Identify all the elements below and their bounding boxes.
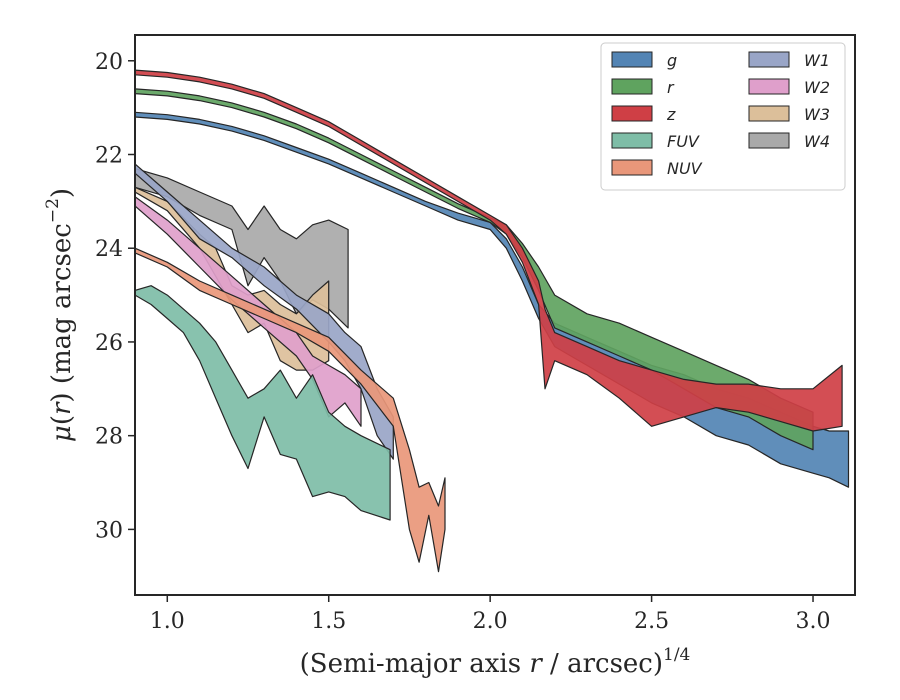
x-tick-label: 3.0 (796, 609, 831, 634)
legend-swatch-r (611, 78, 653, 95)
y-tick-label: 20 (95, 50, 123, 75)
legend-label-g: g (667, 51, 677, 70)
band-fuv (135, 285, 391, 521)
x-tick-label: 2.0 (473, 609, 508, 634)
plot-frame (134, 34, 856, 596)
legend-label-z: z (666, 105, 676, 124)
legend-swatch-w2 (748, 78, 790, 95)
legend-swatch-g (611, 51, 653, 68)
axes-frame (134, 34, 856, 596)
legend-swatch-w1 (748, 51, 790, 68)
band-z (135, 69, 843, 432)
legend: grz FUV NUV W1 W2 W3 W4 (600, 42, 846, 191)
band-w1 (135, 163, 394, 460)
legend-label-w3: W3 (804, 105, 830, 124)
legend-label-w4: W4 (804, 132, 830, 151)
x-tick-label: 1.0 (150, 609, 185, 634)
y-tick-label: 26 (95, 331, 123, 356)
legend-label-nuv: NUV (667, 159, 703, 178)
legend-swatch-nuv (611, 159, 653, 176)
legend-label-w2: W2 (804, 78, 830, 97)
y-tick-label: 30 (95, 518, 123, 543)
y-tick-label: 24 (95, 237, 123, 262)
legend-label-w1: W1 (804, 51, 830, 70)
y-tick-label: 28 (95, 425, 123, 450)
x-tick-label: 2.5 (634, 609, 669, 634)
y-axis-label: μ(r) (mag arcsec−2) (43, 188, 77, 442)
legend-label-fuv: FUV (667, 132, 700, 151)
legend-swatch-fuv (611, 132, 653, 149)
profile-bands (135, 69, 850, 573)
x-tick-label: 1.5 (311, 609, 346, 634)
band-nuv (135, 247, 446, 573)
legend-swatch-z (611, 105, 653, 122)
y-axis-ticks: 20 22 24 26 28 30 (95, 50, 135, 543)
y-tick-label: 22 (95, 143, 123, 168)
legend-swatch-w3 (748, 105, 790, 122)
band-w4 (135, 168, 349, 329)
x-axis-label: (Semi-major axis r / arcsec)1/4 (300, 645, 691, 679)
legend-label-r: r (667, 78, 675, 97)
x-axis-ticks: 1.0 1.5 2.0 2.5 3.0 (150, 595, 831, 634)
band-r (135, 88, 814, 451)
legend-swatch-w4 (748, 132, 790, 149)
